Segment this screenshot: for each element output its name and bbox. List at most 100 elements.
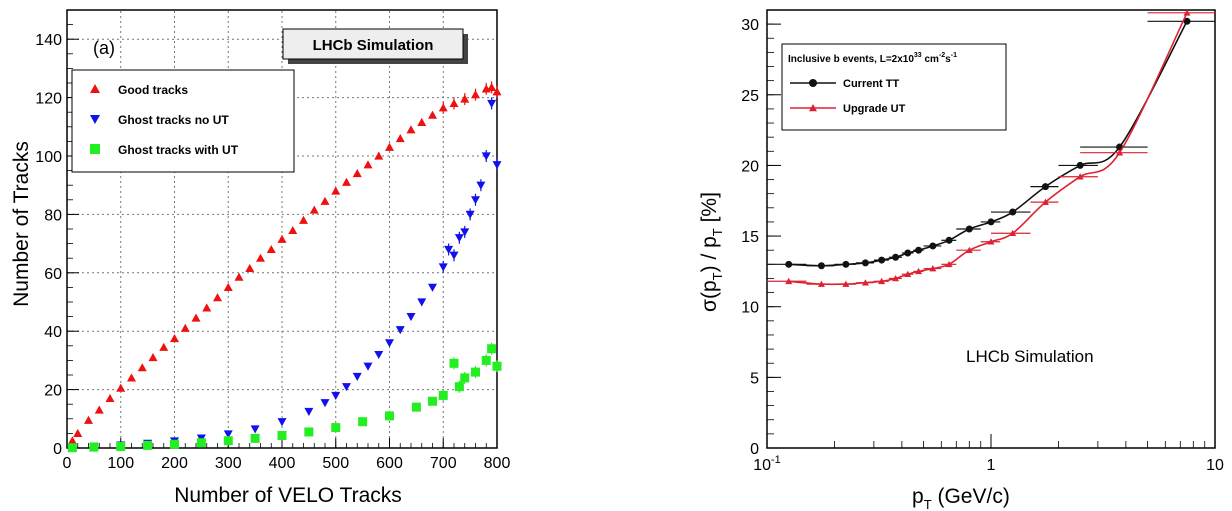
legend-marker-ghost-no-ut [90, 115, 100, 124]
right-x-tick-label: 10 [1206, 457, 1224, 474]
data-point-good-tracks [202, 303, 212, 312]
data-point-good-tracks [309, 205, 319, 214]
data-point-ghost-with-ut [304, 427, 314, 437]
data-point-current-tt [861, 259, 869, 267]
data-point-ghost-no-ut [250, 425, 260, 434]
left-panel-tag: (a) [93, 38, 115, 58]
left-x-tick-label: 600 [376, 455, 403, 472]
data-point-ghost-with-ut [471, 367, 480, 377]
right-legend-header: Inclusive b events, L=2x1033 cm-2s-1 [788, 52, 957, 65]
data-point-current-tt [878, 256, 886, 264]
data-point-ghost-with-ut [143, 440, 153, 450]
data-point-ghost-with-ut [492, 361, 502, 371]
right-y-tick-label: 0 [750, 441, 759, 458]
data-point-ghost-no-ut [438, 263, 448, 272]
data-point-ghost-with-ut [250, 433, 260, 443]
data-point-good-tracks [363, 160, 373, 169]
left-badge-text: LHCb Simulation [313, 37, 434, 54]
left-axis-ticks: 0 100 200 300 400 500 600 700 800 0 20 40 60 80 100 120… [35, 9, 511, 472]
data-point-good-tracks [137, 363, 147, 372]
right-data-marks [767, 9, 1215, 287]
data-point-ghost-no-ut [342, 383, 351, 392]
data-point-ghost-no-ut [363, 362, 373, 371]
right-x-tick-label: 10-1 [753, 454, 781, 474]
right-x-tick-label: 1 [987, 457, 996, 474]
left-y-tick-label: 60 [44, 266, 62, 283]
legend-label-upgrade-ut: Upgrade UT [843, 103, 906, 115]
data-point-current-tt [929, 242, 937, 250]
data-point-good-tracks [148, 352, 158, 362]
data-point-good-tracks [299, 215, 308, 224]
legend-label-current-tt: Current TT [843, 78, 900, 90]
legend-header-main: Inclusive b events, L=2x10 [788, 54, 914, 65]
data-point-upgrade-ut [945, 260, 953, 268]
data-point-upgrade-ut [785, 277, 793, 285]
data-point-ghost-with-ut [277, 430, 287, 440]
left-y-tick-label: 100 [35, 149, 62, 166]
left-y-tick-label: 80 [44, 207, 62, 224]
data-point-good-tracks [127, 373, 136, 382]
data-point-upgrade-ut [1009, 229, 1017, 237]
left-badge-box [282, 28, 464, 60]
data-point-upgrade-ut [892, 274, 900, 282]
y-title-mid: ) / p [698, 236, 721, 272]
data-point-ghost-no-ut [454, 234, 464, 243]
legend-label-ghost-no-ut: Ghost tracks no UT [118, 113, 229, 127]
data-point-current-tt [842, 260, 850, 268]
data-point-good-tracks [234, 272, 244, 281]
data-point-ghost-with-ut [454, 382, 464, 392]
data-point-good-tracks [266, 244, 276, 254]
data-point-ghost-with-ut [411, 402, 421, 412]
y-title-sub1: T [710, 272, 725, 280]
right-x-axis-title: pT (GeV/c) [912, 485, 1010, 511]
data-point-ghost-no-ut [374, 350, 384, 360]
data-point-ghost-no-ut [417, 298, 427, 307]
data-point-current-tt [965, 225, 973, 233]
data-point-ghost-with-ut [331, 423, 341, 433]
data-point-ghost-no-ut [465, 210, 475, 219]
data-point-good-tracks [374, 151, 384, 160]
data-point-ghost-no-ut [428, 283, 437, 292]
data-point-ghost-with-ut [460, 373, 470, 383]
right-y-axis-title: σ(pT) / pT [%] [698, 192, 725, 312]
data-point-ghost-no-ut [481, 152, 491, 161]
data-point-ghost-with-ut [116, 442, 126, 452]
data-point-upgrade-ut [878, 277, 886, 285]
data-point-upgrade-ut [987, 238, 995, 245]
legend-entry-upgrade-ut: Upgrade UT [790, 103, 906, 115]
data-point-good-tracks [406, 125, 416, 134]
legend-header-unit2: s [945, 54, 951, 65]
legend-header-exp2: -2 [939, 52, 945, 59]
data-point-good-tracks [460, 94, 470, 103]
left-x-tick-label: 300 [215, 455, 242, 472]
series-ghost-with-ut [67, 342, 502, 453]
data-point-good-tracks [487, 82, 497, 91]
data-point-ghost-with-ut [428, 396, 437, 406]
left-x-tick-label: 800 [484, 455, 511, 472]
data-point-good-tracks [288, 225, 298, 235]
data-point-upgrade-ut [1116, 149, 1124, 156]
data-point-ghost-no-ut [331, 391, 341, 400]
data-point-good-tracks [170, 334, 179, 343]
right-legend-box [781, 43, 1007, 131]
right-chart-panel: 10-1 1 10 0 5 10 15 20 25 30 Inclusive b events, … [698, 9, 1224, 511]
legend-entry-ghost-no-ut: Ghost tracks no UT [90, 113, 229, 127]
data-point-current-tt [1076, 161, 1084, 169]
legend-entry-ghost-with-ut: Ghost tracks with UT [90, 143, 239, 157]
data-point-ghost-no-ut [304, 407, 314, 416]
right-y-tick-label: 30 [741, 17, 759, 34]
legend-label-ghost-with-ut: Ghost tracks with UT [118, 143, 239, 157]
data-point-good-tracks [73, 428, 83, 437]
legend-header-unit: cm [922, 54, 939, 65]
data-point-current-tt [1041, 183, 1049, 191]
data-point-ghost-no-ut [406, 313, 416, 322]
data-point-current-tt [945, 236, 953, 244]
left-y-tick-label: 140 [35, 32, 62, 49]
data-point-good-tracks [180, 323, 190, 332]
data-point-upgrade-ut [1041, 198, 1049, 205]
data-point-ghost-no-ut [492, 161, 502, 170]
data-point-ghost-with-ut [449, 358, 459, 368]
left-x-tick-label: 400 [269, 455, 296, 472]
data-point-ghost-with-ut [438, 390, 448, 400]
